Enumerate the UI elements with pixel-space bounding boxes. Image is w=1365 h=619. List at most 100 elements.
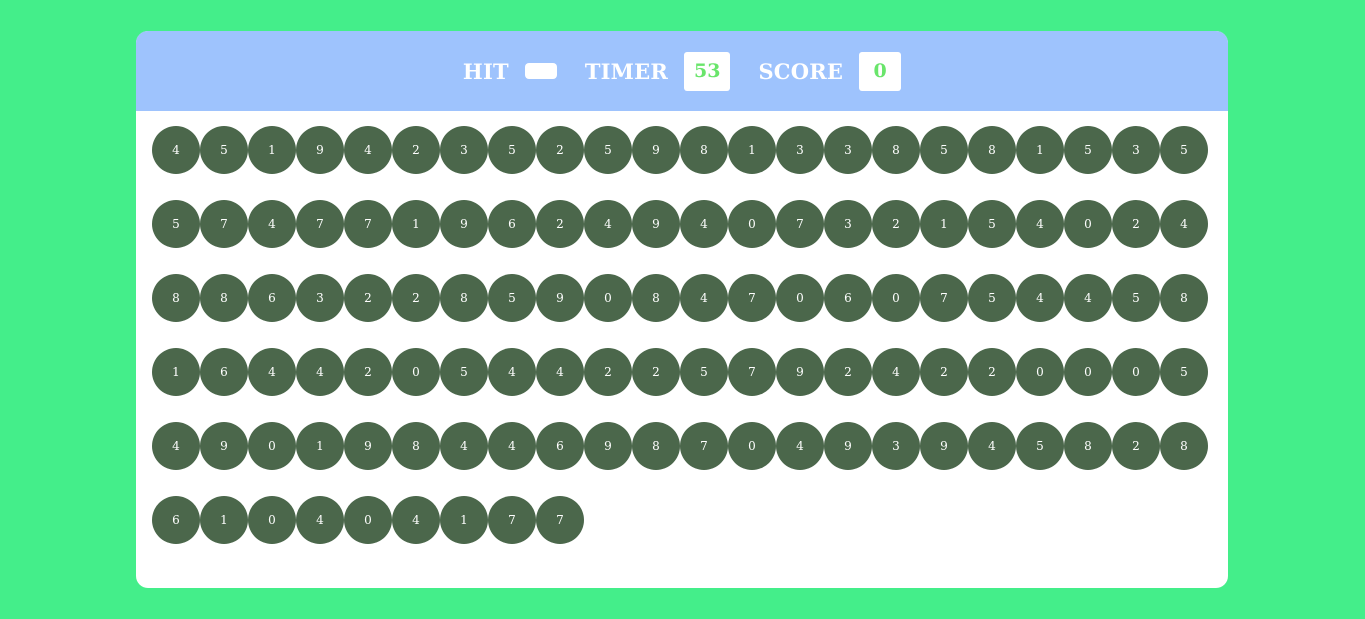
bubble[interactable]: 0 (392, 348, 440, 396)
bubble[interactable]: 9 (344, 422, 392, 470)
bubble[interactable]: 0 (728, 422, 776, 470)
bubble[interactable]: 1 (728, 126, 776, 174)
bubble[interactable]: 4 (1160, 200, 1208, 248)
bubble[interactable]: 9 (536, 274, 584, 322)
bubble[interactable]: 7 (488, 496, 536, 544)
bubble[interactable]: 2 (584, 348, 632, 396)
bubble[interactable]: 0 (728, 200, 776, 248)
bubble[interactable]: 4 (536, 348, 584, 396)
bubble[interactable]: 8 (872, 126, 920, 174)
bubble[interactable]: 5 (968, 200, 1016, 248)
bubble[interactable]: 6 (248, 274, 296, 322)
bubble[interactable]: 1 (296, 422, 344, 470)
bubble[interactable]: 5 (1064, 126, 1112, 174)
bubble[interactable]: 0 (248, 422, 296, 470)
bubble[interactable]: 7 (680, 422, 728, 470)
bubble[interactable]: 2 (344, 348, 392, 396)
bubble[interactable]: 7 (728, 348, 776, 396)
bubble[interactable]: 1 (200, 496, 248, 544)
bubble[interactable]: 8 (200, 274, 248, 322)
bubble[interactable]: 0 (776, 274, 824, 322)
bubble[interactable]: 4 (776, 422, 824, 470)
bubble[interactable]: 5 (152, 200, 200, 248)
bubble[interactable]: 0 (1064, 348, 1112, 396)
bubble[interactable]: 3 (872, 422, 920, 470)
bubble[interactable]: 5 (584, 126, 632, 174)
bubble[interactable]: 6 (536, 422, 584, 470)
bubble[interactable]: 5 (1160, 348, 1208, 396)
bubble[interactable]: 4 (1016, 200, 1064, 248)
bubble[interactable]: 4 (152, 422, 200, 470)
bubble[interactable]: 4 (296, 496, 344, 544)
bubble[interactable]: 4 (488, 422, 536, 470)
bubble[interactable]: 0 (872, 274, 920, 322)
bubble[interactable]: 2 (344, 274, 392, 322)
bubble[interactable]: 2 (968, 348, 1016, 396)
bubble[interactable]: 5 (680, 348, 728, 396)
bubble[interactable]: 0 (344, 496, 392, 544)
bubble[interactable]: 3 (824, 126, 872, 174)
bubble[interactable]: 8 (632, 422, 680, 470)
bubble[interactable]: 1 (1016, 126, 1064, 174)
bubble[interactable]: 1 (248, 126, 296, 174)
bubble[interactable]: 2 (1112, 200, 1160, 248)
bubble[interactable]: 2 (632, 348, 680, 396)
bubble[interactable]: 1 (920, 200, 968, 248)
bubble[interactable]: 4 (392, 496, 440, 544)
bubble[interactable]: 0 (1064, 200, 1112, 248)
bubble[interactable]: 6 (200, 348, 248, 396)
bubble[interactable]: 5 (968, 274, 1016, 322)
bubble[interactable]: 9 (296, 126, 344, 174)
bubble[interactable]: 7 (200, 200, 248, 248)
bubble[interactable]: 5 (1160, 126, 1208, 174)
bubble[interactable]: 4 (152, 126, 200, 174)
bubble[interactable]: 1 (440, 496, 488, 544)
bubble[interactable]: 8 (440, 274, 488, 322)
bubble[interactable]: 3 (440, 126, 488, 174)
bubble[interactable]: 4 (248, 200, 296, 248)
bubble[interactable]: 4 (344, 126, 392, 174)
bubble[interactable]: 5 (488, 274, 536, 322)
bubble[interactable]: 9 (584, 422, 632, 470)
bubble[interactable]: 4 (248, 348, 296, 396)
bubble[interactable]: 7 (920, 274, 968, 322)
bubble[interactable]: 9 (632, 200, 680, 248)
bubble[interactable]: 9 (776, 348, 824, 396)
bubble[interactable]: 8 (680, 126, 728, 174)
bubble[interactable]: 1 (392, 200, 440, 248)
bubble[interactable]: 7 (728, 274, 776, 322)
bubble[interactable]: 2 (392, 274, 440, 322)
bubble[interactable]: 9 (440, 200, 488, 248)
bubble[interactable]: 4 (488, 348, 536, 396)
bubble[interactable]: 9 (824, 422, 872, 470)
bubble[interactable]: 5 (920, 126, 968, 174)
bubble[interactable]: 7 (536, 496, 584, 544)
bubble[interactable]: 8 (152, 274, 200, 322)
bubble[interactable]: 8 (392, 422, 440, 470)
bubble[interactable]: 5 (1112, 274, 1160, 322)
bubble[interactable]: 1 (152, 348, 200, 396)
bubble[interactable]: 2 (536, 126, 584, 174)
bubble[interactable]: 6 (824, 274, 872, 322)
bubble[interactable]: 4 (1064, 274, 1112, 322)
bubble[interactable]: 7 (296, 200, 344, 248)
bubble[interactable]: 9 (632, 126, 680, 174)
bubble[interactable]: 8 (1160, 274, 1208, 322)
bubble[interactable]: 0 (1016, 348, 1064, 396)
bubble[interactable]: 5 (200, 126, 248, 174)
bubble[interactable]: 5 (488, 126, 536, 174)
bubble[interactable]: 0 (248, 496, 296, 544)
bubble[interactable]: 3 (776, 126, 824, 174)
bubble[interactable]: 5 (440, 348, 488, 396)
bubble[interactable]: 9 (920, 422, 968, 470)
bubble[interactable]: 9 (200, 422, 248, 470)
bubble[interactable]: 8 (968, 126, 1016, 174)
bubble[interactable]: 2 (392, 126, 440, 174)
bubble[interactable]: 4 (680, 200, 728, 248)
bubble[interactable]: 2 (824, 348, 872, 396)
bubble[interactable]: 8 (1064, 422, 1112, 470)
bubble[interactable]: 4 (680, 274, 728, 322)
bubble[interactable]: 3 (296, 274, 344, 322)
bubble[interactable]: 7 (344, 200, 392, 248)
bubble[interactable]: 0 (1112, 348, 1160, 396)
